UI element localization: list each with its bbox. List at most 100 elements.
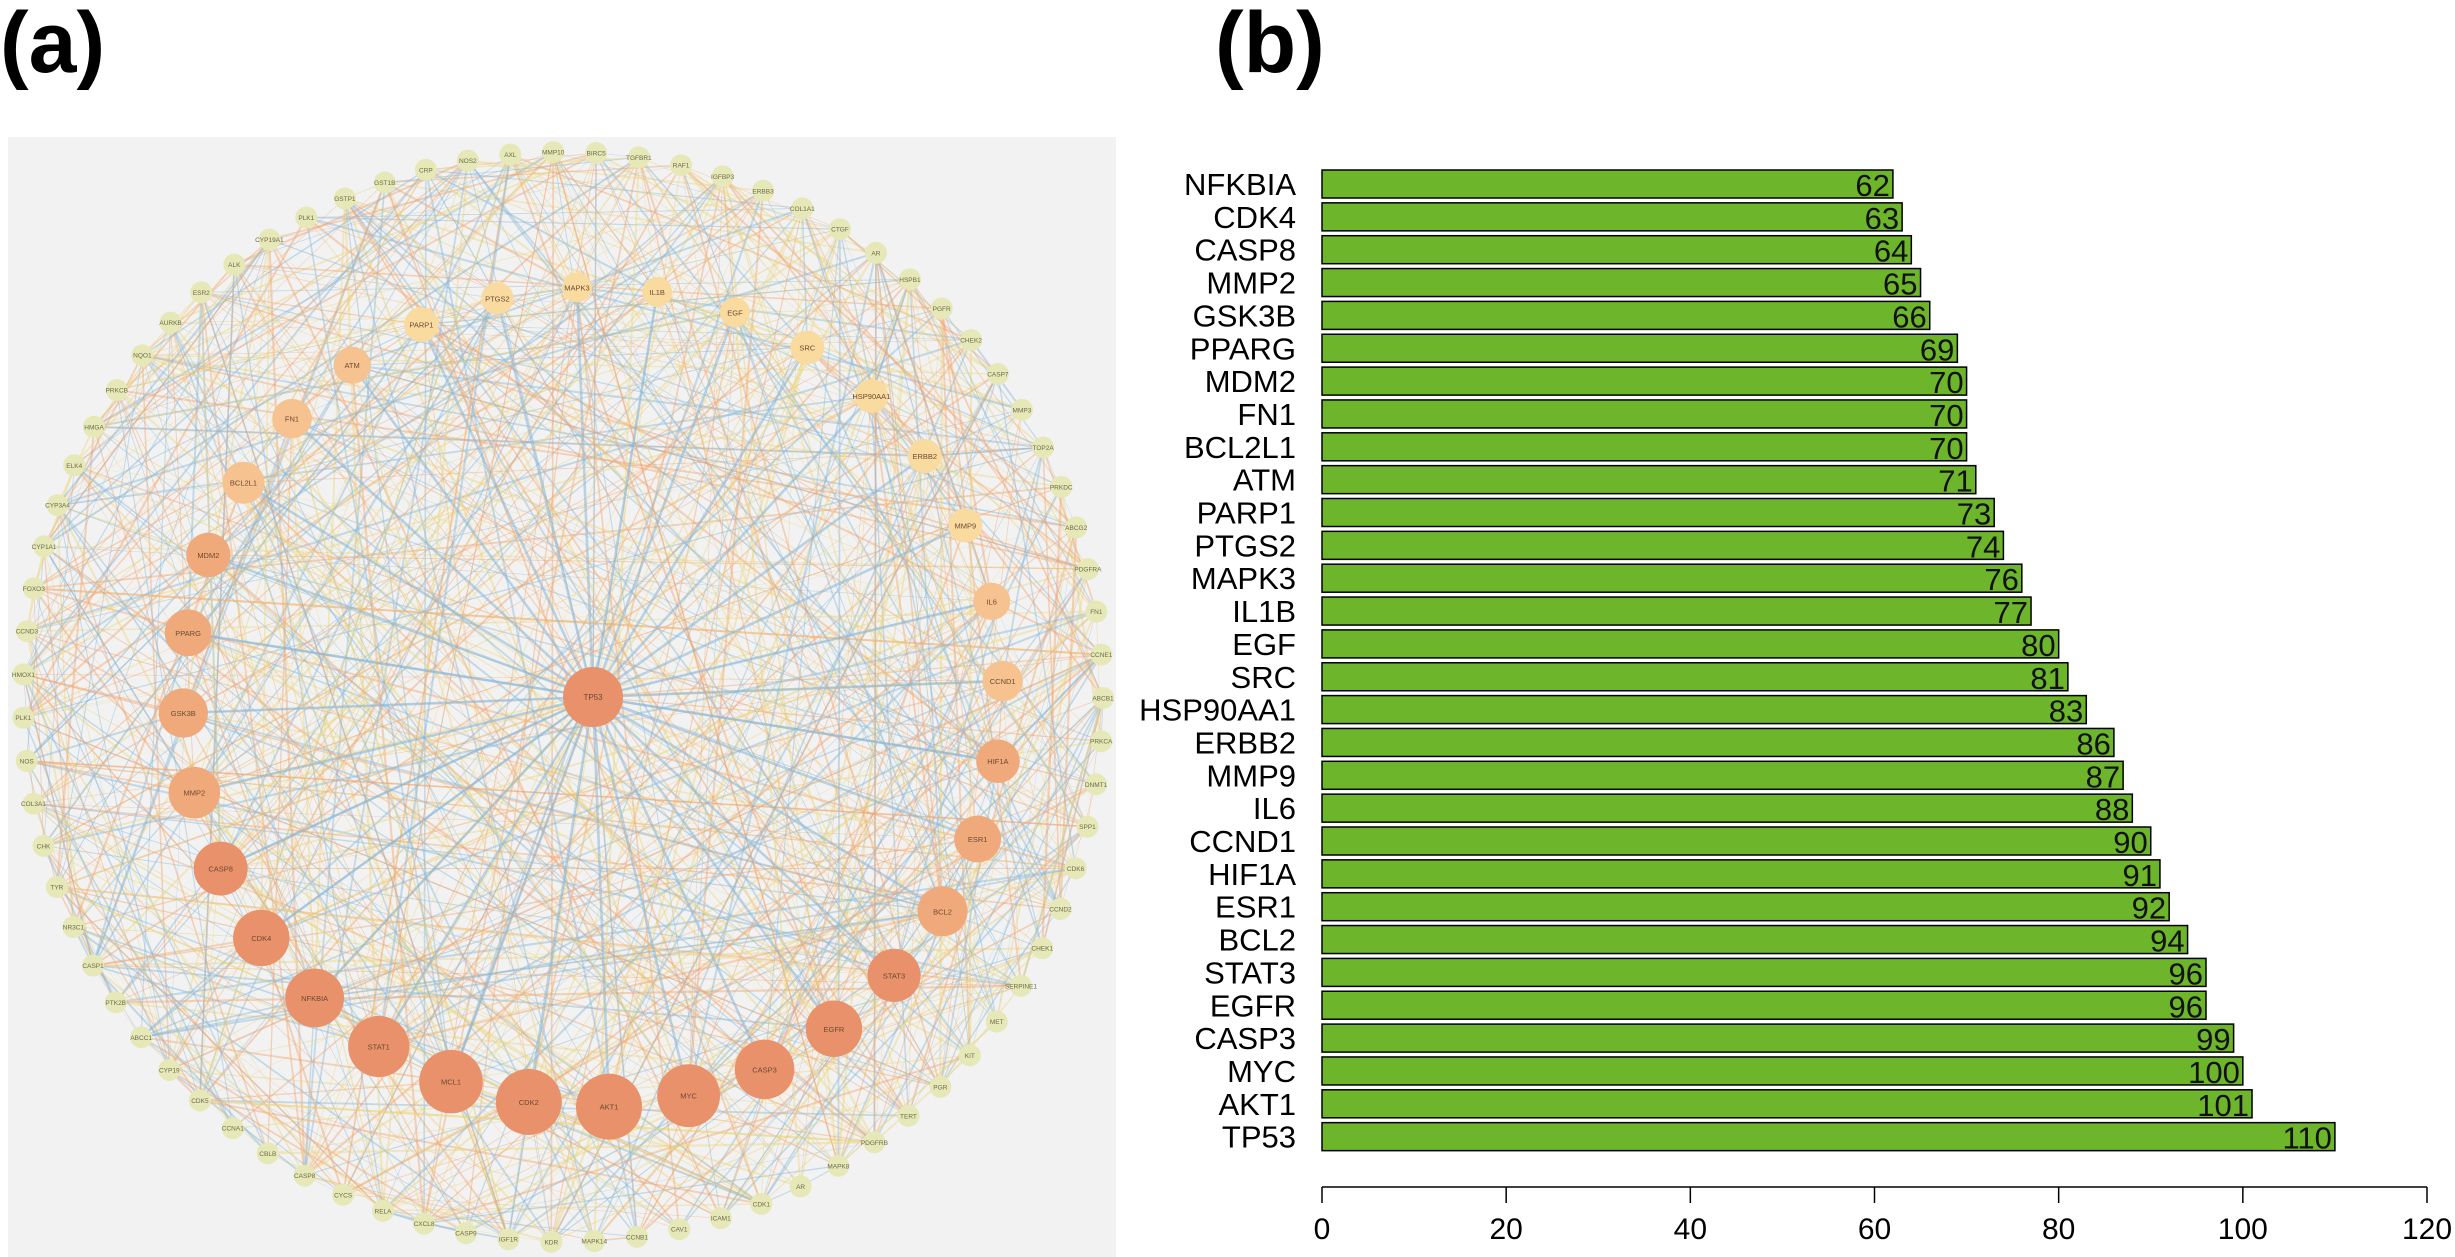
network-edge bbox=[43, 845, 315, 999]
network-node-erbb3 bbox=[752, 179, 775, 202]
network-edge bbox=[199, 1080, 452, 1102]
network-node-ptgs2 bbox=[481, 282, 514, 315]
network-edge bbox=[679, 1028, 835, 1230]
network-edge bbox=[383, 182, 876, 1143]
network-edge bbox=[73, 239, 270, 466]
network-edge bbox=[233, 264, 875, 1143]
value-label-src: 81 bbox=[2030, 661, 2064, 696]
network-edge bbox=[997, 653, 1103, 762]
network-node-label-kit: KIT bbox=[965, 1053, 975, 1060]
network-node-mmp10 bbox=[542, 141, 565, 164]
network-edge bbox=[93, 426, 941, 1088]
value-label-fn1: 70 bbox=[1929, 398, 1963, 433]
network-edge bbox=[304, 947, 1043, 1177]
network-edge bbox=[142, 354, 1089, 571]
network-edge bbox=[115, 867, 1076, 1004]
network-edge bbox=[73, 926, 262, 939]
network-node-cdk4 bbox=[233, 909, 290, 967]
category-label-atm: ATM bbox=[1233, 463, 1296, 498]
network-node-cyp19 bbox=[158, 1059, 181, 1082]
network-edge bbox=[688, 176, 723, 1096]
network-edge bbox=[450, 455, 926, 1082]
network-edge bbox=[115, 984, 1021, 1004]
network-edge bbox=[969, 611, 1097, 1056]
network-edge bbox=[187, 632, 316, 999]
network-edge bbox=[344, 198, 595, 1242]
network-edge bbox=[592, 228, 841, 698]
network-edge bbox=[201, 291, 1089, 570]
network-edge bbox=[576, 286, 972, 342]
network-edge bbox=[116, 151, 554, 391]
network-node-label-chek2: CHEK2 bbox=[960, 338, 982, 345]
network-edge bbox=[467, 159, 764, 192]
network-edge bbox=[510, 154, 966, 526]
network-edge-hub bbox=[420, 324, 595, 698]
network-edge bbox=[141, 354, 895, 977]
network-edge bbox=[344, 197, 1023, 411]
network-edge bbox=[719, 525, 967, 1219]
network-edge bbox=[26, 339, 972, 633]
network-edge bbox=[73, 926, 895, 976]
network-node-label-erbb3: ERBB3 bbox=[752, 188, 774, 195]
network-edge bbox=[721, 175, 1104, 699]
network-edge bbox=[220, 740, 1102, 870]
network-node-label-plk1: PLK1 bbox=[298, 215, 314, 222]
network-edge bbox=[200, 292, 222, 869]
network-edge bbox=[187, 632, 452, 1082]
network-edge bbox=[43, 239, 270, 547]
network-edge bbox=[74, 465, 452, 1082]
network-node-label-ccnd2: CCND2 bbox=[1049, 906, 1072, 913]
network-edge-hub bbox=[449, 696, 595, 1083]
network-edge bbox=[763, 486, 1063, 1070]
network-edge bbox=[421, 324, 1088, 828]
network-edge bbox=[507, 825, 1089, 1241]
category-label-myc: MYC bbox=[1227, 1054, 1296, 1089]
network-edge bbox=[199, 264, 236, 1101]
network-node-gst1b bbox=[373, 171, 396, 194]
network-edge bbox=[637, 157, 895, 976]
network-edge bbox=[169, 1069, 680, 1230]
network-node-icam1 bbox=[709, 1207, 732, 1230]
network-edge bbox=[26, 297, 498, 762]
network-edge bbox=[200, 292, 222, 869]
value-label-casp3: 99 bbox=[2196, 1022, 2230, 1057]
network-edge bbox=[382, 696, 594, 1211]
network-node-label-cyp1a1: CYP1A1 bbox=[32, 544, 57, 551]
network-edge bbox=[92, 964, 379, 1048]
network-edge-hub bbox=[220, 695, 594, 870]
network-edge bbox=[593, 339, 972, 1242]
network-edge bbox=[909, 278, 1089, 570]
network-edge bbox=[344, 197, 979, 840]
network-edge bbox=[141, 1036, 452, 1083]
network-edge bbox=[33, 588, 201, 1101]
network-edge bbox=[187, 175, 724, 634]
network-node-bcl2 bbox=[917, 886, 968, 937]
network-edge bbox=[424, 169, 638, 1238]
network-edge bbox=[303, 997, 316, 1176]
network-edge bbox=[220, 610, 1097, 870]
network-edge bbox=[720, 826, 1089, 1219]
network-node-label-igf1r: IGF1R bbox=[499, 1237, 518, 1244]
network-node-cycs bbox=[332, 1183, 355, 1206]
bar-bcl2 bbox=[1321, 924, 2189, 955]
network-edge bbox=[592, 696, 1102, 742]
network-node-tert bbox=[897, 1104, 920, 1127]
network-node-ccnb1 bbox=[625, 1225, 648, 1248]
network-edge bbox=[467, 159, 979, 840]
network-edge bbox=[527, 176, 724, 1103]
network-edge bbox=[870, 279, 911, 397]
network-edge bbox=[269, 239, 1077, 529]
network-edge bbox=[142, 355, 384, 1211]
network-node-label-mmp2: MMP2 bbox=[183, 789, 205, 798]
network-edge bbox=[220, 867, 762, 1205]
network-edge bbox=[199, 1099, 762, 1205]
network-edge bbox=[656, 291, 910, 1117]
network-node-ctgf bbox=[828, 218, 851, 241]
network-node-ccnd2 bbox=[1049, 897, 1072, 920]
network-edge bbox=[722, 176, 998, 1022]
network-edge bbox=[43, 845, 689, 1097]
network-edge bbox=[170, 322, 380, 1047]
network-node-label-rela: RELA bbox=[375, 1208, 393, 1215]
network-edge bbox=[291, 151, 554, 420]
network-edge-hub bbox=[377, 696, 595, 1048]
